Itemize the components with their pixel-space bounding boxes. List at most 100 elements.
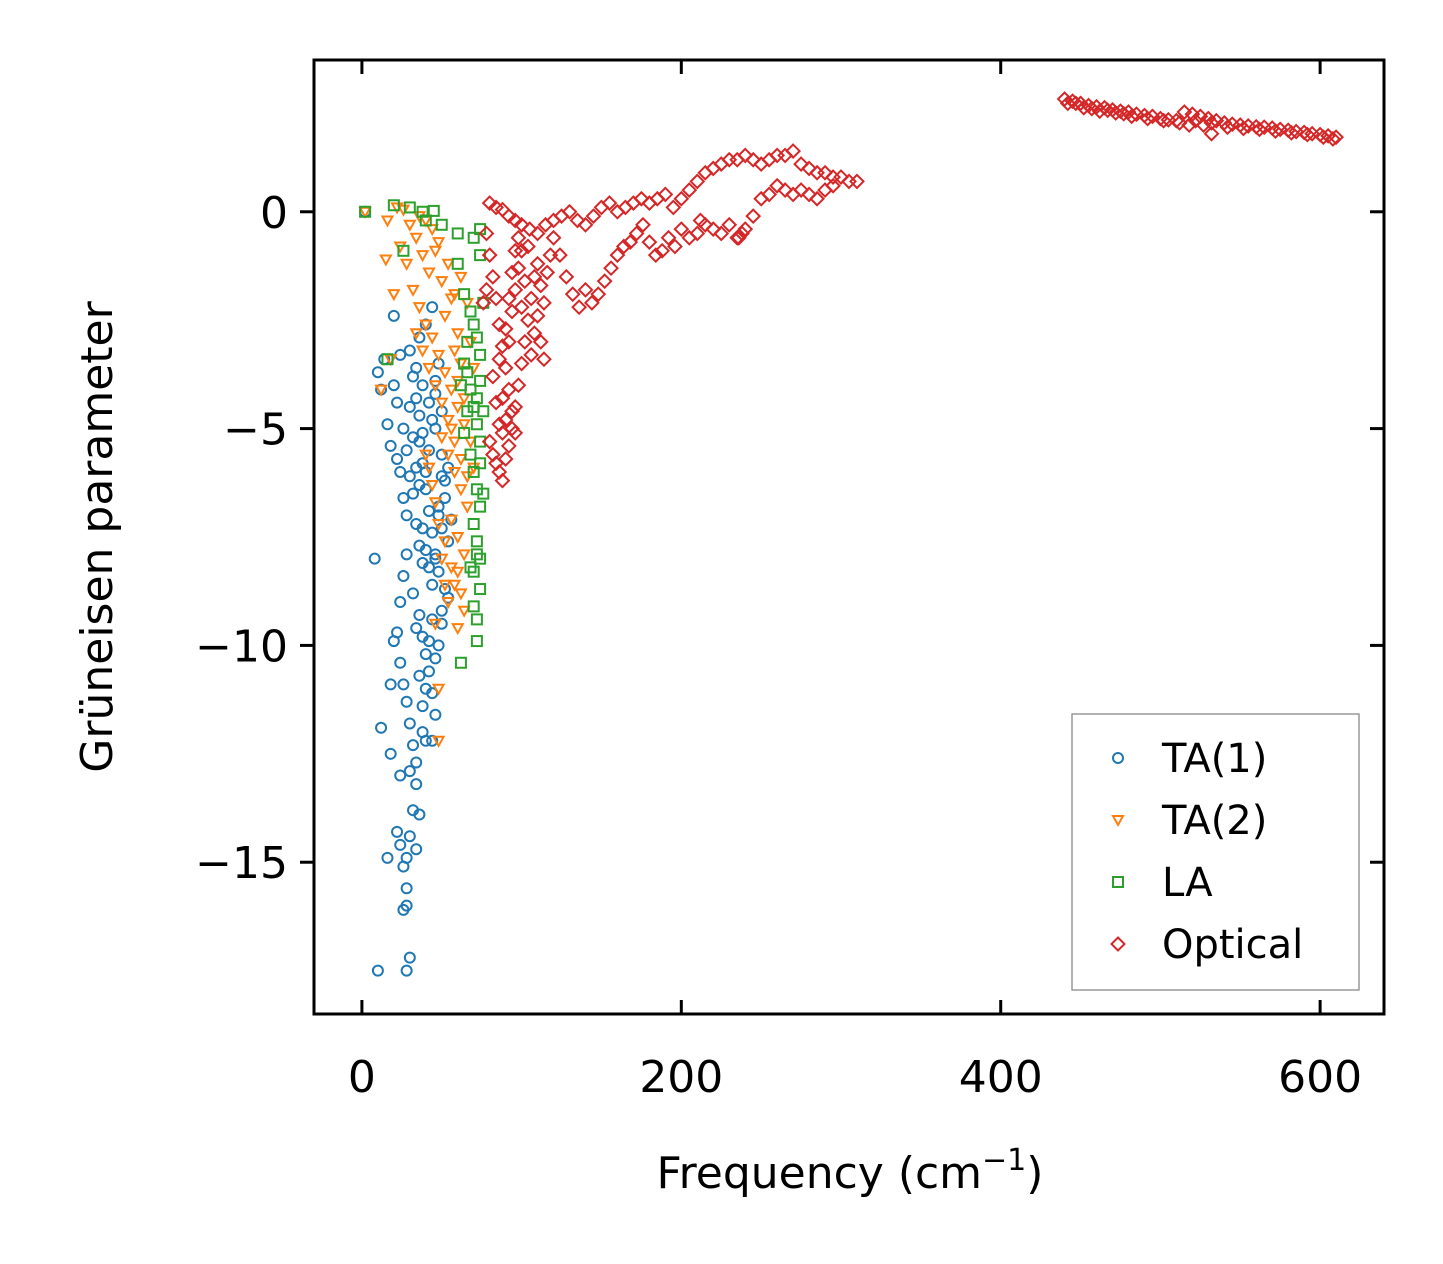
data-point <box>516 333 533 350</box>
data-point <box>478 281 495 298</box>
plot-frame <box>312 58 1386 1016</box>
data-point <box>583 294 600 311</box>
data-point <box>444 423 459 436</box>
data-point <box>438 579 452 592</box>
legend-marker <box>1112 752 1124 764</box>
data-point <box>513 216 530 233</box>
legend-label: Optical <box>1162 922 1303 968</box>
data-point <box>461 335 474 348</box>
data-point <box>409 328 423 341</box>
legend-marker <box>1111 815 1125 828</box>
data-point <box>590 286 607 303</box>
data-point <box>400 899 413 912</box>
legend-marker <box>1112 876 1124 888</box>
data-point <box>654 242 671 259</box>
data-point <box>1208 112 1225 129</box>
data-point <box>500 438 517 454</box>
data-point <box>431 518 446 532</box>
data-point <box>497 451 514 467</box>
data-point <box>681 182 698 199</box>
data-point <box>470 613 483 626</box>
data-point <box>399 258 414 271</box>
data-point <box>481 433 498 450</box>
data-point <box>384 747 397 760</box>
data-point <box>488 394 504 411</box>
data-point <box>412 302 427 315</box>
data-point <box>464 305 477 318</box>
data-point <box>470 418 483 431</box>
data-point <box>667 238 683 255</box>
data-point <box>660 229 677 246</box>
data-point <box>416 426 429 439</box>
data-point <box>451 623 465 636</box>
data-point <box>491 316 508 333</box>
data-point <box>615 238 632 255</box>
data-point <box>397 422 410 435</box>
data-point <box>467 465 480 478</box>
data-point <box>419 682 432 695</box>
data-point <box>416 205 429 218</box>
y-tick-label: −10 <box>195 621 288 672</box>
data-point <box>400 509 413 522</box>
data-point <box>1251 121 1268 138</box>
data-point <box>380 215 395 228</box>
data-point <box>529 307 546 324</box>
data-point <box>561 203 578 220</box>
data-point <box>458 288 471 301</box>
data-point <box>413 808 426 821</box>
data-point <box>484 368 501 385</box>
data-point <box>635 216 651 233</box>
data-point <box>494 472 511 489</box>
data-point <box>451 401 465 414</box>
legend-marker <box>1110 936 1126 952</box>
series-ta-2 <box>358 202 481 748</box>
data-point <box>397 491 410 504</box>
data-point <box>761 186 778 203</box>
data-point <box>397 570 410 583</box>
data-point <box>428 245 443 258</box>
data-point <box>464 561 477 574</box>
data-point <box>1267 123 1284 140</box>
data-point <box>444 562 459 575</box>
data-point <box>428 380 443 393</box>
data-point <box>463 436 478 449</box>
data-point <box>394 656 407 669</box>
data-point <box>400 882 413 895</box>
legend-item: Optical <box>1110 922 1303 968</box>
data-point <box>500 290 517 307</box>
data-point <box>494 338 511 355</box>
data-point <box>400 548 413 561</box>
data-point <box>1219 119 1236 136</box>
data-point <box>371 964 384 977</box>
data-point <box>467 600 480 613</box>
legend-label: LA <box>1162 860 1213 906</box>
data-point <box>451 532 465 545</box>
data-point <box>1235 120 1252 137</box>
data-point <box>657 186 674 203</box>
data-point <box>510 377 527 394</box>
data-point <box>426 578 439 591</box>
data-point <box>384 678 397 691</box>
legend-item: TA(2) <box>1111 798 1267 844</box>
legend: TA(1) TA(2) LA Optical <box>1071 713 1360 991</box>
data-point <box>400 444 413 457</box>
data-point <box>536 351 552 368</box>
data-point <box>400 695 413 708</box>
data-point <box>477 405 490 418</box>
data-point <box>454 453 468 467</box>
data-point <box>431 237 446 250</box>
data-point <box>609 247 626 264</box>
data-point <box>381 418 394 431</box>
data-point <box>394 596 407 609</box>
data-point <box>435 276 449 289</box>
data-point <box>532 277 549 294</box>
data-point <box>497 320 514 337</box>
data-point <box>428 618 443 631</box>
data-point <box>403 219 417 232</box>
data-point <box>387 289 401 302</box>
data-point <box>477 487 490 500</box>
data-point <box>432 639 445 652</box>
data-point <box>734 225 750 242</box>
data-point <box>410 517 423 530</box>
x-tick-label: 200 <box>639 1052 723 1103</box>
